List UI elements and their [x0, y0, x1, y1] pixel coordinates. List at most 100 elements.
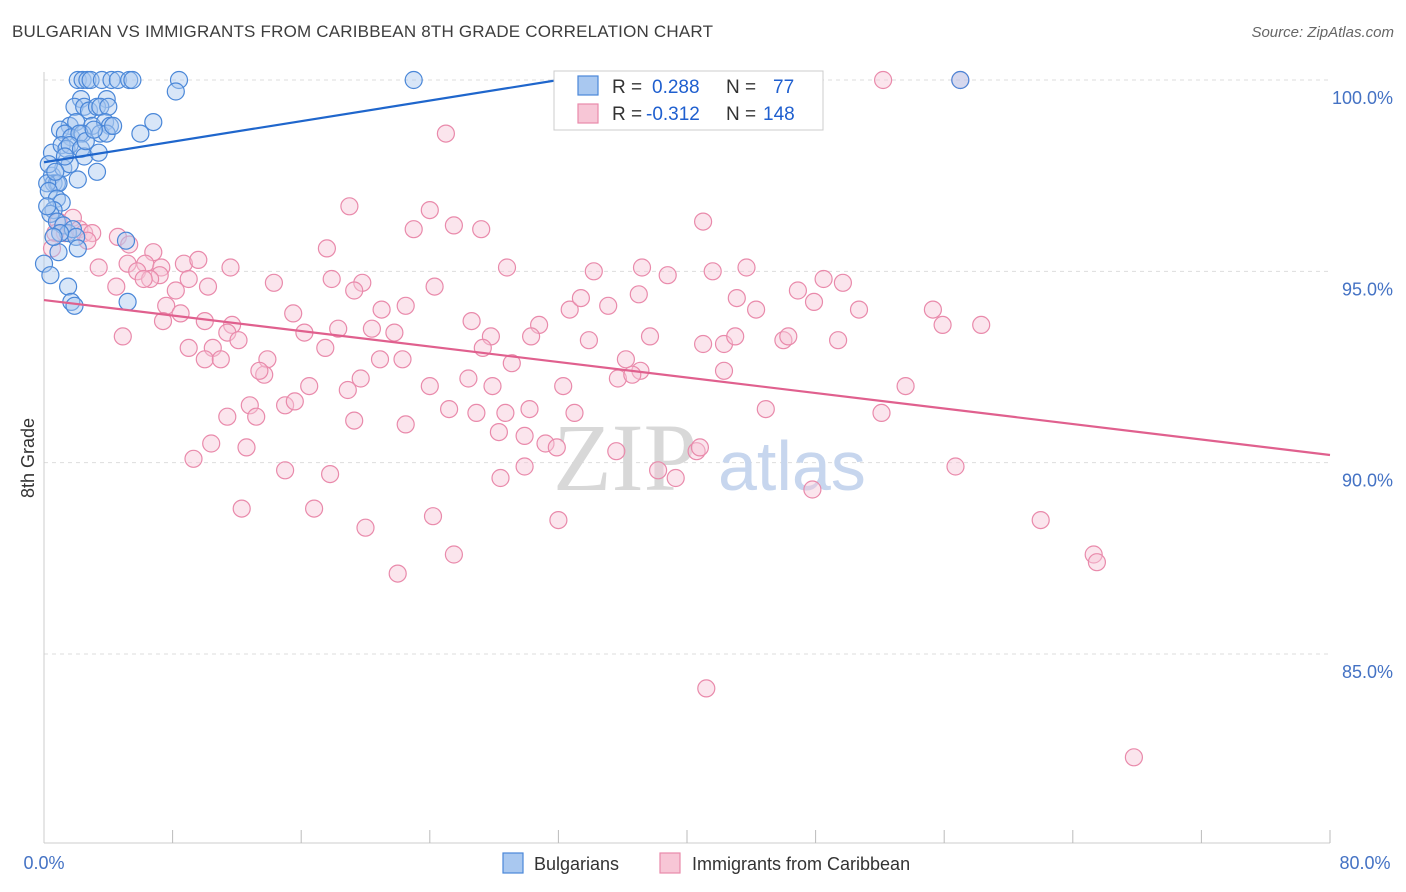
stats-box-frame: [553, 70, 824, 131]
caribbean-point: [565, 403, 584, 422]
caribbean-point: [345, 281, 364, 300]
caribbean-point: [629, 285, 648, 304]
caribbean-point: [640, 327, 660, 346]
caribbean-point: [232, 499, 251, 518]
bulgarian-point: [58, 277, 78, 296]
caribbean-point: [521, 327, 541, 346]
caribbean-point: [727, 289, 746, 308]
caribbean-point: [520, 400, 539, 419]
caribbean-point: [560, 300, 579, 319]
caribbean-point: [599, 296, 618, 315]
bulgarian-point: [169, 70, 189, 90]
x-tick-label-max: 80.0%: [1339, 853, 1390, 873]
caribbean-point: [896, 377, 915, 396]
caribbean-point: [141, 269, 160, 289]
trend-lines: [43, 78, 1331, 457]
bulgarian-point: [34, 254, 54, 273]
caribbean-point: [340, 197, 359, 216]
bulgarian-point: [144, 112, 163, 132]
bulgarian-points: [34, 70, 970, 315]
caribbean-point: [697, 679, 716, 698]
bulgarian-point: [92, 70, 112, 90]
caribbean-point: [491, 468, 510, 488]
caribbean-point: [584, 262, 603, 281]
caribbean-point: [803, 480, 822, 499]
caribbean-point: [497, 258, 517, 277]
caribbean-point: [632, 258, 652, 277]
caribbean-point: [946, 457, 965, 476]
stats-box: R = 0.288 N = 77 R = -0.312 N = 148: [553, 70, 824, 131]
y-tick-label-95: 95.0%: [1342, 279, 1393, 299]
bulgarian-point: [951, 70, 970, 90]
stats-n-label-1: N =: [726, 104, 756, 125]
caribbean-point: [329, 319, 348, 338]
caribbean-point: [658, 266, 677, 285]
caribbean-point: [515, 457, 534, 476]
caribbean-point: [1087, 553, 1107, 572]
watermark-zip: ZIP: [553, 404, 697, 511]
stats-r-label-1: R =: [612, 104, 642, 125]
bulgarian-point: [118, 292, 137, 311]
caribbean-point: [107, 277, 126, 296]
y-tick-labels: 85.0% 90.0% 95.0% 100.0%: [1332, 88, 1393, 682]
legend-item-bulgarians[interactable]: Bulgarians: [502, 852, 619, 874]
y-tick-label-85: 85.0%: [1342, 662, 1393, 682]
caribbean-point: [372, 300, 391, 319]
caribbean-point: [554, 377, 573, 396]
caribbean-point: [1031, 510, 1050, 530]
caribbean-point: [496, 403, 515, 422]
caribbean-point: [693, 212, 713, 231]
caribbean-point: [300, 377, 319, 396]
caribbean-points: [42, 70, 1144, 767]
bulgarian-trend-line: [43, 78, 559, 164]
legend-swatch-bulgarians: [502, 852, 524, 874]
caribbean-point: [285, 392, 304, 411]
caribbean-point: [420, 377, 439, 396]
y-tick-label-100: 100.0%: [1332, 88, 1393, 108]
bulgarian-point: [68, 70, 87, 90]
caribbean-point: [276, 396, 295, 415]
caribbean-point: [746, 300, 766, 319]
caribbean-point: [420, 201, 439, 220]
caribbean-point: [666, 468, 685, 488]
bulgarian-point: [123, 70, 142, 90]
caribbean-point: [804, 292, 824, 311]
stats-n-value-1: 148: [763, 104, 795, 125]
stats-n-label-0: N =: [726, 77, 756, 98]
legend: Bulgarians Immigrants from Caribbean: [502, 852, 910, 874]
caribbean-point: [393, 350, 412, 369]
caribbean-point: [467, 403, 486, 422]
caribbean-point: [440, 400, 459, 419]
bulgarian-point: [84, 120, 103, 139]
caribbean-point: [321, 465, 340, 484]
caribbean-point: [693, 334, 713, 354]
caribbean-point: [189, 250, 208, 269]
caribbean-point: [703, 262, 722, 281]
bulgarian-point: [55, 147, 75, 166]
caribbean-point: [571, 289, 591, 308]
caribbean-point: [356, 518, 375, 537]
caribbean-point: [788, 281, 808, 300]
caribbean-point: [690, 438, 710, 457]
caribbean-point: [425, 277, 444, 296]
x-ticks: [172, 830, 1331, 843]
caribbean-point: [385, 323, 404, 342]
caribbean-point: [923, 300, 943, 319]
legend-item-caribbean[interactable]: Immigrants from Caribbean: [659, 852, 910, 874]
bulgarian-point: [65, 296, 84, 315]
caribbean-point: [607, 442, 626, 461]
caribbean-point: [536, 434, 555, 453]
bulgarian-point: [116, 231, 136, 250]
bulgarian-point: [68, 239, 87, 258]
watermark: ZIP atlas: [553, 404, 866, 511]
watermark-atlas: atlas: [718, 427, 866, 505]
caribbean-point: [345, 411, 364, 430]
caribbean-point: [756, 400, 775, 419]
caribbean-point: [370, 350, 390, 369]
caribbean-point: [218, 407, 237, 426]
bulgarian-point: [65, 97, 84, 116]
caribbean-point: [264, 273, 283, 292]
caribbean-point: [250, 361, 269, 380]
caribbean-point: [179, 269, 198, 289]
y-tick-label-90: 90.0%: [1342, 471, 1393, 491]
